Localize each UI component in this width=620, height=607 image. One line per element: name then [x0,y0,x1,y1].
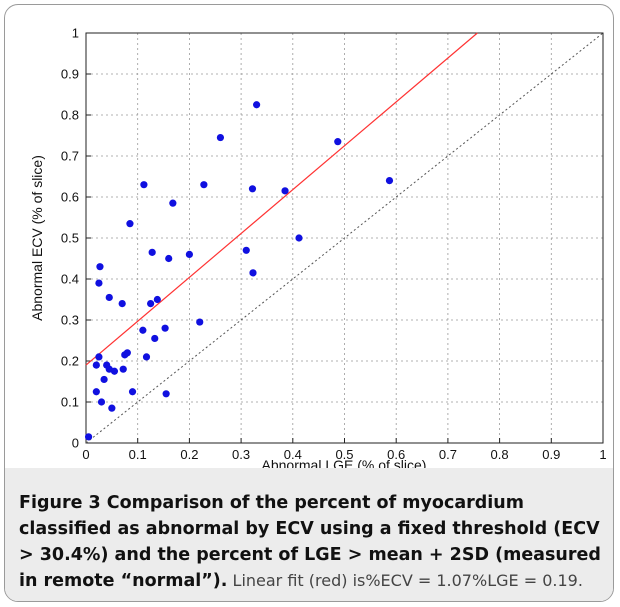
y-axis-label: Abnormal ECV (% of slice) [29,155,45,321]
data-point [161,324,169,332]
x-tick-label: 1 [599,447,606,462]
x-tick-label: 0.4 [284,447,302,462]
y-tick-label: 0.5 [61,231,79,246]
data-point [281,187,289,195]
x-tick-label: 0.9 [542,447,560,462]
y-tick-label: 1 [72,26,79,41]
data-point [140,181,148,189]
y-tick-label: 0.8 [61,108,79,123]
y-tick-label: 0.6 [61,190,79,205]
y-tick-label: 0.9 [61,67,79,82]
data-point [165,254,173,263]
grid-lines [85,32,604,444]
data-point [139,326,147,334]
y-tick-label: 0.1 [61,395,79,410]
data-point [95,353,103,361]
x-tick-label: 0.1 [129,447,147,462]
data-point [119,365,127,373]
data-point [128,388,137,396]
x-tick-label: 0.6 [387,447,405,462]
data-point [108,404,116,412]
data-point [169,199,177,207]
data-point [126,220,134,228]
x-tick-label: 0.3 [232,447,250,462]
x-tick-label: 0.8 [491,447,509,462]
identity-line [85,32,604,444]
data-point [97,398,106,406]
data-point [110,367,119,375]
x-tick-label: 0.5 [335,447,353,462]
data-point [248,185,257,193]
data-point [216,133,225,142]
data-point [100,375,108,384]
y-tick-labels: 0 0.1 0.2 0.3 0.4 0.5 0.6 0.7 0.8 0.9 1 [61,26,79,451]
y-tick-label: 0.3 [61,313,79,328]
data-point [147,300,155,308]
x-tick-label: 0 [82,447,89,462]
data-point [123,349,131,357]
data-point [185,250,193,258]
data-point [142,353,151,361]
y-tick-label: 0 [72,436,79,451]
data-point [92,361,100,369]
data-point [148,248,156,256]
data-point [92,388,100,396]
data-point [95,279,103,287]
data-point [162,390,170,398]
data-point [253,101,261,109]
plot-area [85,32,604,444]
y-tick-label: 0.7 [61,149,79,164]
fit-line-path [85,32,478,366]
y-tick-label: 0.4 [61,272,79,287]
data-point [196,318,204,326]
data-point [200,181,208,189]
caption-text: Linear fit (red) is%ECV = 1.07%LGE = 0.1… [227,571,583,590]
data-point [334,138,342,146]
data-point [242,246,250,254]
x-tick-label: 0.2 [180,447,198,462]
data-point [105,293,113,302]
data-point [96,263,104,271]
caption-background [5,468,613,601]
data-points [84,101,394,441]
data-point [118,300,126,308]
fit-line [85,32,478,366]
identity-line-path [85,32,604,444]
x-tick-label: 0.7 [439,447,457,462]
data-point [249,269,257,277]
data-point [153,295,161,304]
x-tick-labels: 0 0.1 0.2 0.3 0.4 0.5 0.6 0.7 0.8 0.9 1 [82,447,606,462]
data-point [151,334,159,343]
caption-title: Figure 3 Comparison of the percent of my… [19,493,601,591]
figure-caption: Figure 3 Comparison of the percent of my… [19,490,604,594]
x-axis-label: Abnormal LGE (% of slice) [262,457,427,468]
scatter-chart: 0 0.1 0.2 0.3 0.4 0.5 0.6 0.7 0.8 0.9 1 0 0.1 0.2 0.3… [29,26,607,469]
data-point [385,177,394,185]
data-point [84,433,93,441]
data-point [295,234,303,242]
y-tick-label: 0.2 [61,354,79,369]
